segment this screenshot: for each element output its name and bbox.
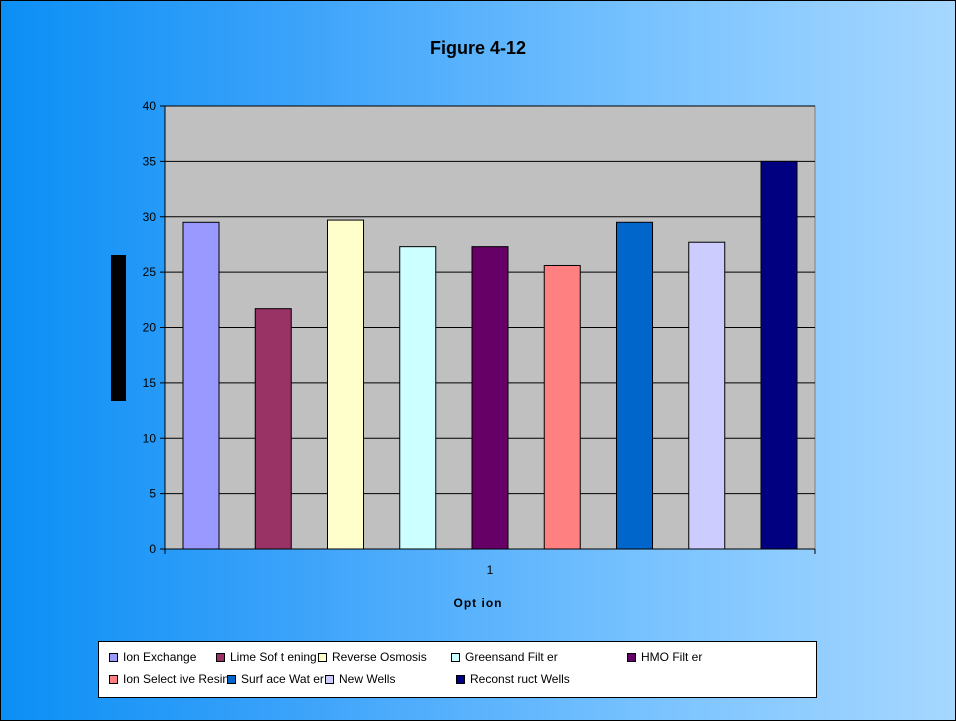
y-tick-label: 0 xyxy=(149,542,156,556)
legend-swatch xyxy=(109,674,118,684)
legend-label: HMO Filt er xyxy=(641,650,703,664)
bar xyxy=(760,160,798,550)
y-tick-label: 30 xyxy=(143,210,157,224)
chart-title: Figure 4-12 xyxy=(429,38,527,58)
y-tick-label: 15 xyxy=(143,376,157,390)
legend-swatch xyxy=(451,652,460,662)
legend-item: Lime Sof t ening xyxy=(216,650,317,664)
plot-area: 0 5 10 15 20 25 30 35 40 1 xyxy=(143,99,816,577)
y-tick-label: 35 xyxy=(143,154,157,168)
x-tick-label: 1 xyxy=(487,563,494,577)
bar xyxy=(254,308,292,550)
legend-item: Ion Exchange xyxy=(109,650,196,664)
bar xyxy=(327,219,364,550)
x-axis-label: Opt ion xyxy=(453,596,503,610)
legend-item: HMO Filt er xyxy=(627,650,702,664)
legend-item: Surf ace Wat er xyxy=(227,672,324,686)
legend-item: Greensand Filt er xyxy=(451,650,558,664)
legend-swatch xyxy=(109,652,118,662)
y-tick-label: 25 xyxy=(143,265,157,279)
legend: Ion Exchange Lime Sof t ening Reverse Osmo… xyxy=(98,641,817,698)
bar xyxy=(543,264,581,550)
legend-item: Reverse Osmosis xyxy=(318,650,427,664)
y-tick-label: 40 xyxy=(143,99,157,113)
y-axis-label xyxy=(111,255,126,401)
bar xyxy=(616,221,653,550)
y-tick-label: 20 xyxy=(143,321,157,335)
legend-label: Surf ace Wat er xyxy=(241,672,324,686)
legend-label: Reverse Osmosis xyxy=(332,650,427,664)
bar xyxy=(688,241,726,550)
legend-label: Ion Exchange xyxy=(123,650,197,664)
legend-label: Ion Select ive Resins xyxy=(123,672,236,686)
legend-item: Ion Select ive Resins xyxy=(109,672,235,686)
bar xyxy=(399,246,437,550)
legend-item: New Wells xyxy=(325,672,395,686)
legend-swatch xyxy=(325,674,334,684)
legend-swatch xyxy=(456,674,465,684)
legend-label: Lime Sof t ening xyxy=(230,650,317,664)
legend-swatch xyxy=(227,674,236,684)
legend-label: New Wells xyxy=(339,672,396,686)
legend-label: Reconst ruct Wells xyxy=(470,672,570,686)
legend-label: Greensand Filt er xyxy=(465,650,558,664)
bar xyxy=(182,221,220,550)
legend-swatch xyxy=(627,652,636,662)
legend-swatch xyxy=(216,652,225,662)
legend-swatch xyxy=(318,652,327,662)
legend-item: Reconst ruct Wells xyxy=(456,672,570,686)
y-tick-label: 10 xyxy=(143,431,157,445)
bar xyxy=(471,246,509,550)
y-tick-label: 5 xyxy=(149,487,156,501)
